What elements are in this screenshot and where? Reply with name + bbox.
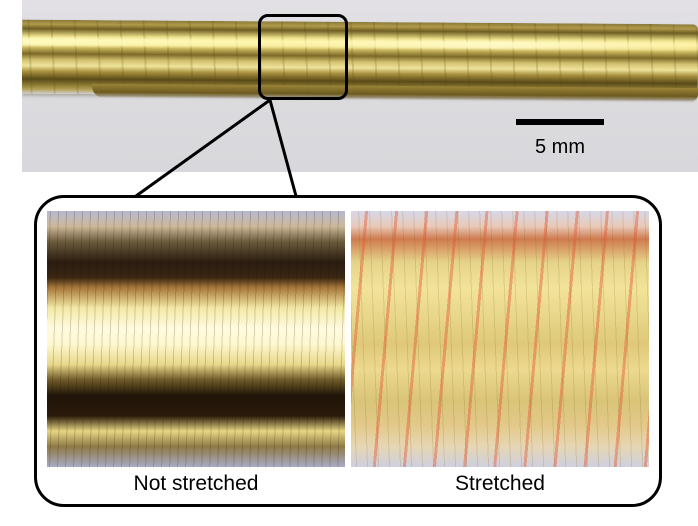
caption-stretched: Stretched [455, 472, 545, 495]
micrograph-not-stretched [47, 211, 345, 467]
zoom-region-box [258, 14, 348, 100]
caption-not-stretched: Not stretched [133, 472, 259, 495]
fiber-lower-edge [91, 83, 698, 103]
scale-bar-label: 5 mm [535, 136, 585, 158]
fiber-photo [22, 0, 698, 172]
scale-bar [516, 119, 604, 125]
micrograph-stretched [351, 211, 649, 467]
